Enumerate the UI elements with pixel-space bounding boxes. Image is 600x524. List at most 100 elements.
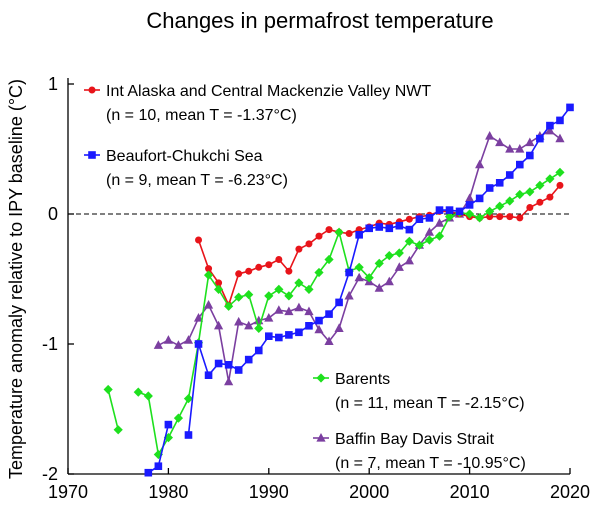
data-point [545,174,555,184]
data-point [254,346,263,355]
data-point [284,291,294,301]
data-point [486,213,494,221]
data-point [205,265,213,273]
data-point [265,332,273,340]
legend-name: Int Alaska and Central Mackenzie Valley … [106,83,431,100]
data-point [294,302,304,312]
y-tick-label: -1 [42,334,58,354]
data-point [314,324,324,334]
data-point [214,359,223,368]
data-point [465,193,475,202]
data-point [305,322,313,330]
data-point [535,180,545,190]
legend-entry-beaufort-chukchi-sea: Beaufort-Chukchi Sea (n = 9, mean T = -6.… [84,148,288,189]
data-point [215,279,223,287]
data-point [235,270,243,278]
legend-marker [316,433,326,442]
data-point [384,251,394,261]
legend-entry-barents: Barents (n = 11, mean T = -2.15°C) [313,371,525,412]
data-point [173,340,184,349]
data-point [203,300,214,309]
data-point [214,284,224,294]
data-point [364,273,374,283]
data-point [314,267,324,278]
data-point [324,254,334,265]
data-point [546,121,554,130]
data-point [154,462,163,470]
legend-stats: (n = 10, mean T = -1.37°C) [106,107,297,124]
legend-entry-baffin-bay-davis-strait: Baffin Bay Davis Strait (n = 7, mean T = … [313,431,526,472]
data-point [496,213,504,221]
data-point [515,189,525,200]
data-point [335,298,343,307]
x-tick-label: 1980 [148,482,188,502]
data-point [184,431,193,439]
data-point [475,213,485,223]
data-point [315,316,323,325]
series-barents [103,167,565,460]
data-point [495,179,504,187]
data-point [264,291,274,301]
data-point [354,272,364,282]
data-point [455,207,464,216]
y-tick-label: 1 [48,74,58,94]
data-point [365,224,373,233]
data-point [444,212,455,222]
legend-stats: (n = 11, mean T = -2.15°C) [335,395,525,412]
data-point [485,131,495,140]
x-tick-label: 1990 [249,482,289,502]
data-point [325,310,333,318]
data-point [545,125,555,135]
data-point [265,261,273,269]
data-point [234,366,243,374]
data-point [355,231,363,239]
data-point [405,225,414,234]
data-point [345,268,353,277]
data-point [505,171,514,179]
chart-title: Changes in permafrost temperature [146,8,493,33]
legend-name: Baffin Bay Davis Strait [335,431,494,448]
legend-marker [316,373,326,383]
data-point [224,301,234,311]
data-point [183,335,194,344]
data-point [515,144,525,153]
data-point [244,320,254,330]
data-point [505,196,515,206]
data-point [394,248,404,258]
y-tick-label: -2 [42,464,58,484]
data-point [234,316,244,326]
data-point [163,335,173,344]
data-point [244,355,253,364]
data-point [113,425,123,435]
legend-marker [88,86,96,94]
data-point [354,262,364,272]
y-tick-label: 0 [48,204,58,224]
data-point [385,224,394,233]
data-point [405,215,413,223]
data-point [374,258,384,268]
data-point [395,221,404,230]
data-point [434,218,445,227]
data-point [475,159,485,169]
x-tick-label: 2010 [450,482,490,502]
data-point [345,230,353,237]
data-point [153,340,163,349]
data-point [566,103,574,112]
series-line [157,129,561,382]
data-point [516,214,524,222]
data-point [285,267,293,275]
data-point [224,376,234,386]
data-point [414,240,424,250]
data-point [324,336,334,345]
data-point [485,206,495,216]
data-point [284,306,294,316]
legend-stats: (n = 7, mean T = -10.95°C) [335,455,526,472]
data-point [556,181,564,189]
data-point [505,144,515,153]
data-point [375,223,384,231]
data-point [526,151,534,160]
data-point [465,201,474,209]
data-point [425,214,434,222]
data-point [424,227,435,236]
